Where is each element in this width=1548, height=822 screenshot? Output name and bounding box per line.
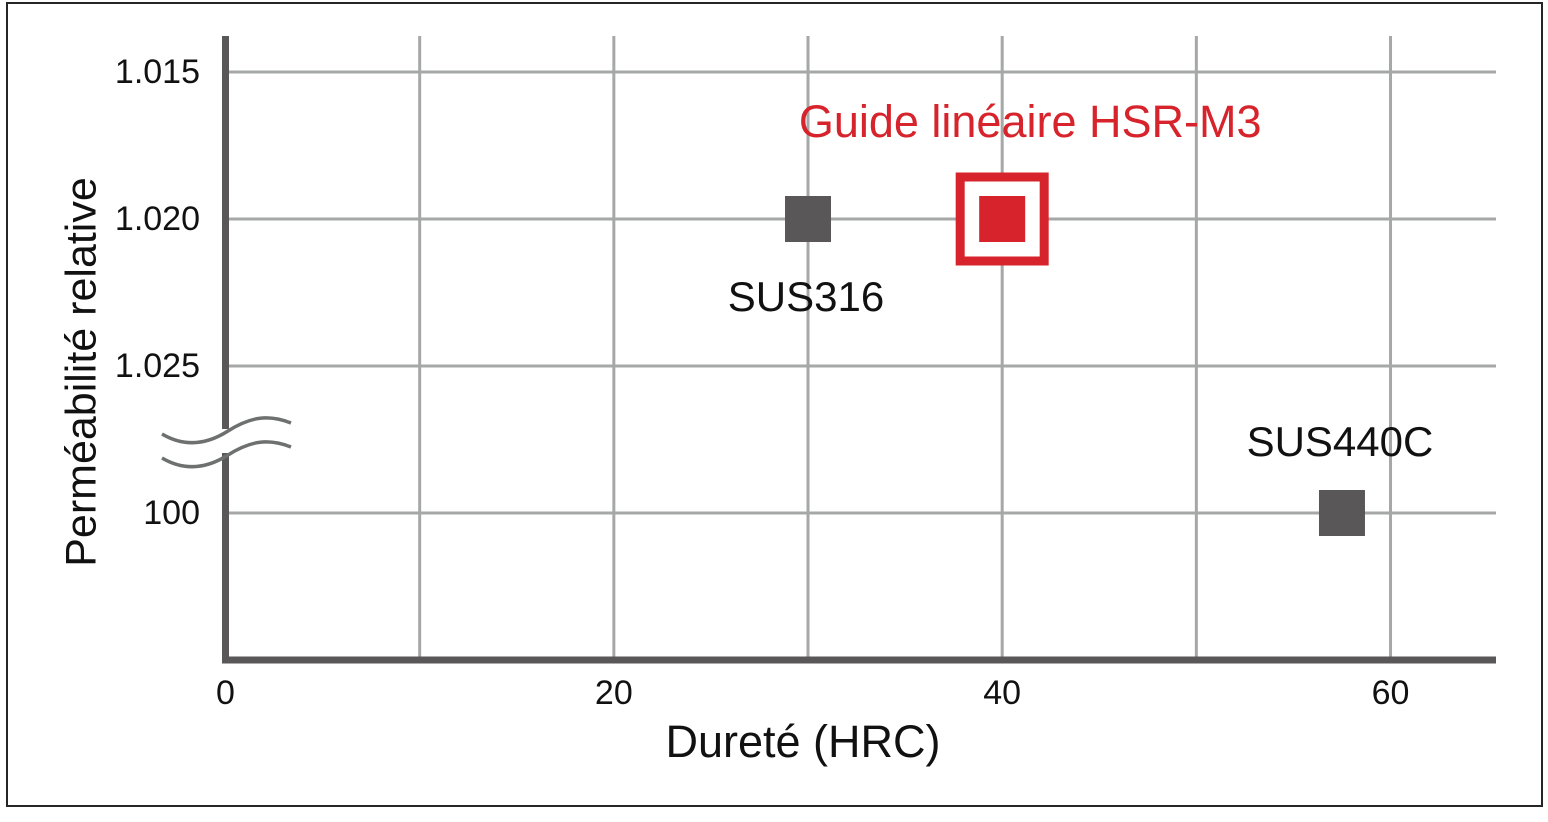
axis-break-wave-upper	[161, 416, 292, 445]
x-tick-label: 0	[216, 674, 235, 712]
highlight-title-guide-lin-aire-hsr-m3: Guide linéaire HSR-M3	[798, 96, 1262, 147]
marker-highlight-inner-guide-lin-aire-hsr-m3	[979, 196, 1026, 242]
point-label-sus440c: SUS440C	[1246, 418, 1434, 465]
marker-sus440c	[1318, 490, 1365, 536]
y-tick-label: 1.025	[114, 347, 200, 385]
point-label-sus316: SUS316	[727, 273, 885, 320]
x-tick-label: 40	[983, 674, 1022, 712]
x-axis-title: Dureté (HRC)	[665, 716, 941, 767]
axis-break-wave-lower	[161, 440, 292, 469]
marker-sus316	[785, 196, 832, 242]
y-tick-label: 100	[143, 494, 200, 532]
marker-highlight-outer-guide-lin-aire-hsr-m3	[955, 172, 1049, 266]
y-tick-label: 1.020	[114, 200, 200, 238]
x-tick-label: 60	[1371, 674, 1410, 712]
x-tick-label: 20	[594, 674, 633, 712]
y-tick-label: 1.015	[114, 53, 200, 91]
